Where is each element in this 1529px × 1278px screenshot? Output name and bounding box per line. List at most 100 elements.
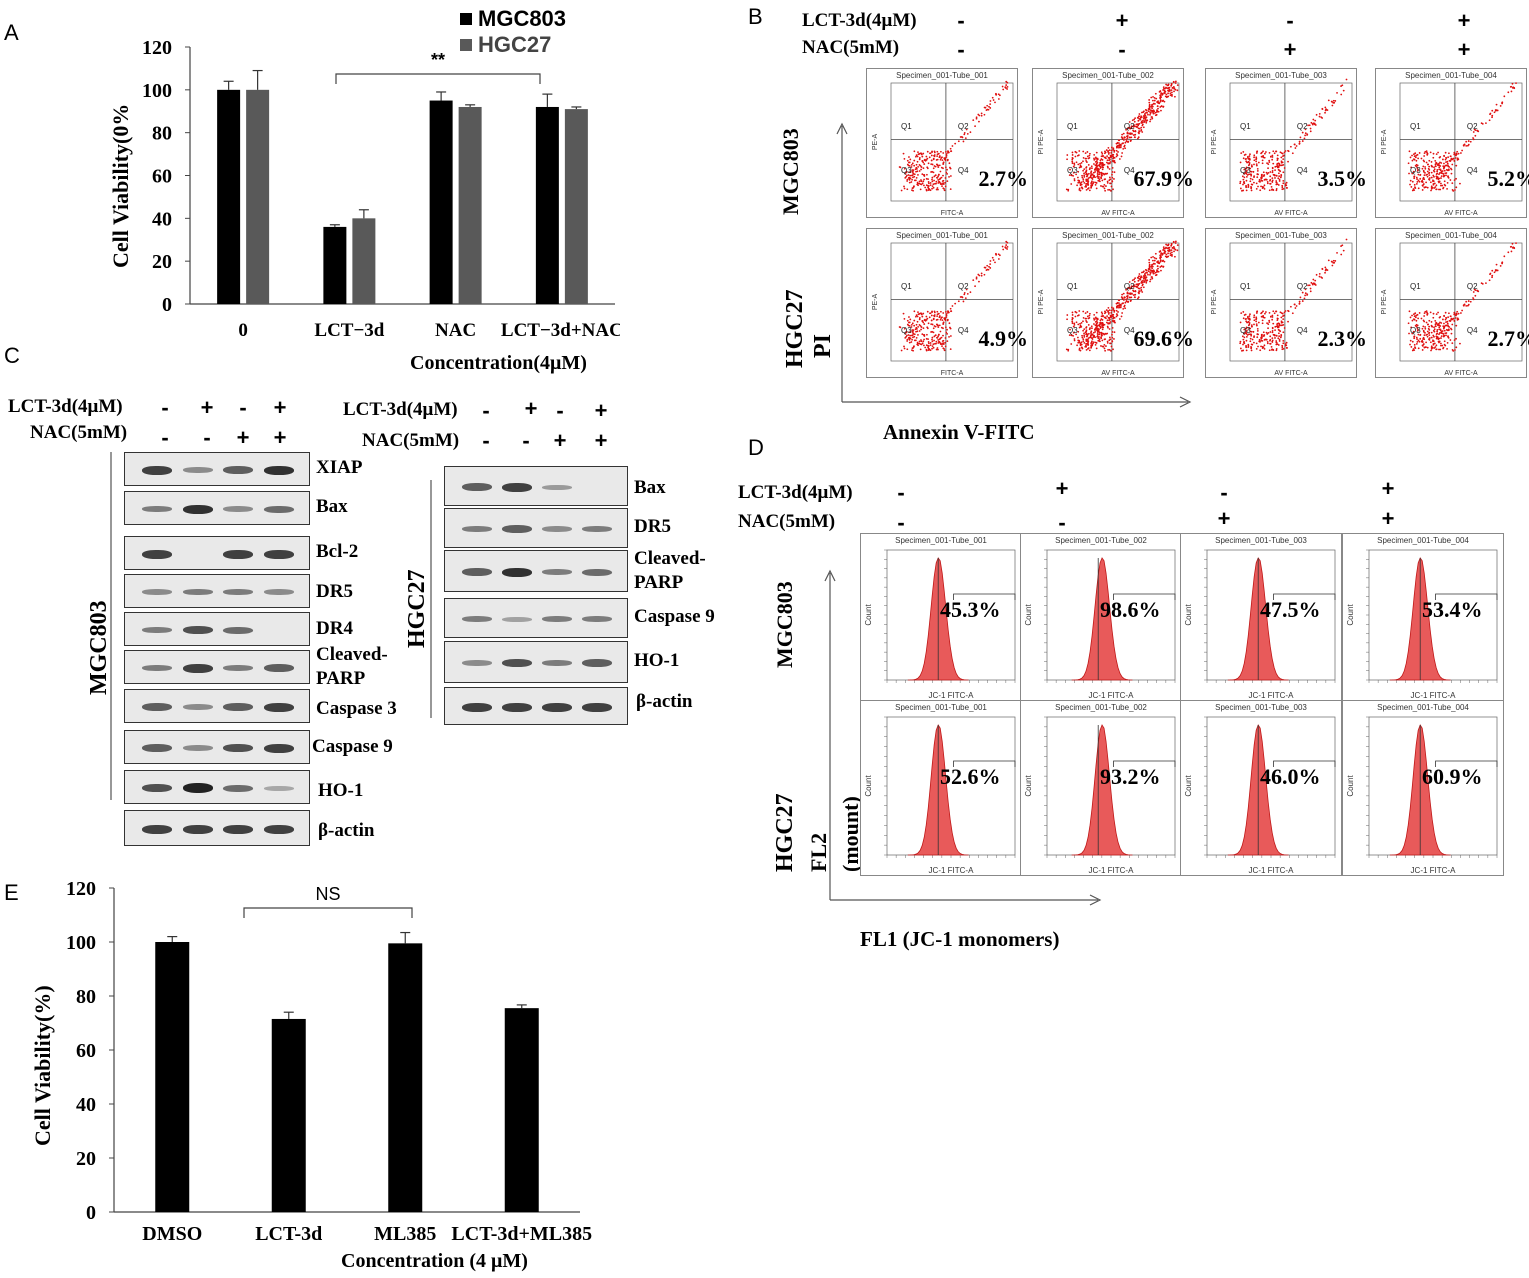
- event-dot: [1266, 333, 1269, 335]
- protein-band: [462, 568, 492, 576]
- event-dot: [1149, 278, 1152, 281]
- event-dot: [1113, 171, 1116, 174]
- protein-band: [582, 616, 612, 622]
- event-dot: [1239, 347, 1242, 350]
- event-dot: [1094, 327, 1097, 329]
- event-dot: [931, 311, 933, 314]
- event-dot: [1423, 152, 1426, 154]
- event-dot: [1256, 336, 1259, 339]
- event-dot: [1144, 114, 1147, 117]
- event-dot: [1444, 151, 1447, 154]
- event-dot: [1298, 300, 1301, 303]
- event-dot: [1079, 184, 1082, 187]
- event-dot: [1269, 155, 1272, 158]
- event-dot: [1278, 324, 1281, 327]
- event-dot: [942, 183, 945, 186]
- event-dot: [1412, 170, 1415, 173]
- event-dot: [1088, 152, 1091, 155]
- jc1-percent: 60.9%: [1422, 764, 1483, 789]
- event-dot: [915, 326, 918, 329]
- quadrant-label: Q1: [1240, 282, 1251, 291]
- event-dot: [1243, 342, 1246, 345]
- event-dot: [1094, 331, 1097, 333]
- event-dot: [1101, 339, 1104, 342]
- event-dot: [918, 313, 921, 315]
- event-dot: [1271, 171, 1274, 174]
- event-dot: [1141, 283, 1144, 286]
- event-dot: [908, 341, 911, 344]
- event-dot: [1449, 179, 1452, 181]
- event-dot: [921, 342, 924, 345]
- event-dot: [1491, 274, 1494, 277]
- event-dot: [1130, 125, 1133, 128]
- event-dot: [1112, 188, 1114, 191]
- event-dot: [1472, 137, 1474, 139]
- quadrant-label: Q3: [1410, 326, 1421, 335]
- event-dot: [1093, 163, 1095, 165]
- event-dot: [1086, 151, 1089, 153]
- event-dot: [916, 160, 919, 163]
- event-dot: [1002, 248, 1005, 251]
- event-dot: [944, 326, 947, 329]
- event-dot: [942, 187, 945, 190]
- event-dot: [1145, 281, 1148, 284]
- protein-band: [542, 702, 572, 712]
- event-dot: [1245, 329, 1248, 332]
- event-dot: [920, 339, 922, 341]
- event-dot: [1157, 267, 1159, 270]
- significance-label: NS: [315, 884, 340, 904]
- event-dot: [1002, 88, 1005, 91]
- event-dot: [1446, 341, 1449, 344]
- event-dot: [1425, 310, 1428, 312]
- event-dot: [936, 318, 939, 321]
- event-dot: [1277, 157, 1279, 160]
- event-dot: [1311, 123, 1314, 126]
- event-dot: [991, 256, 994, 259]
- event-dot: [1441, 184, 1444, 187]
- event-dot: [910, 334, 913, 337]
- event-dot: [927, 338, 929, 341]
- event-dot: [1146, 271, 1148, 274]
- panel-d-label: D: [748, 435, 764, 460]
- event-dot: [1173, 250, 1175, 253]
- event-dot: [1139, 278, 1142, 281]
- event-dot: [1166, 95, 1169, 98]
- y-tick-label: 0: [162, 294, 172, 316]
- event-dot: [1255, 156, 1258, 159]
- apoptosis-percent: 2.3%: [1317, 326, 1368, 351]
- event-dot: [980, 112, 983, 115]
- event-dot: [1272, 189, 1275, 191]
- plot-x-axis-label: AV FITC-A: [1274, 210, 1308, 217]
- event-dot: [1419, 177, 1422, 180]
- event-dot: [1445, 174, 1447, 177]
- event-dot: [931, 338, 933, 341]
- event-dot: [1426, 170, 1429, 173]
- event-dot: [949, 327, 952, 330]
- blot-left-row-10: [124, 810, 310, 846]
- x-tick-label: 0: [238, 320, 248, 341]
- event-dot: [1157, 107, 1159, 110]
- event-dot: [1085, 333, 1088, 335]
- protein-band: [182, 467, 213, 473]
- event-dot: [1142, 115, 1145, 117]
- event-dot: [1271, 316, 1274, 318]
- event-dot: [1085, 344, 1087, 347]
- event-dot: [1283, 314, 1285, 317]
- event-dot: [1118, 318, 1121, 320]
- event-dot: [974, 125, 976, 128]
- event-dot: [1138, 130, 1141, 133]
- event-dot: [989, 263, 992, 266]
- event-dot: [1150, 105, 1153, 108]
- event-dot: [1164, 87, 1166, 90]
- event-dot: [1425, 346, 1427, 349]
- plot-y-axis-label: PI PE-A: [1381, 289, 1388, 314]
- event-dot: [1309, 127, 1312, 130]
- event-dot: [1132, 294, 1135, 296]
- event-dot: [1447, 169, 1450, 172]
- event-dot: [1411, 180, 1414, 183]
- event-dot: [1098, 338, 1101, 341]
- event-dot: [1111, 167, 1114, 169]
- event-dot: [1274, 337, 1276, 339]
- quadrant-label: Q3: [1240, 326, 1251, 335]
